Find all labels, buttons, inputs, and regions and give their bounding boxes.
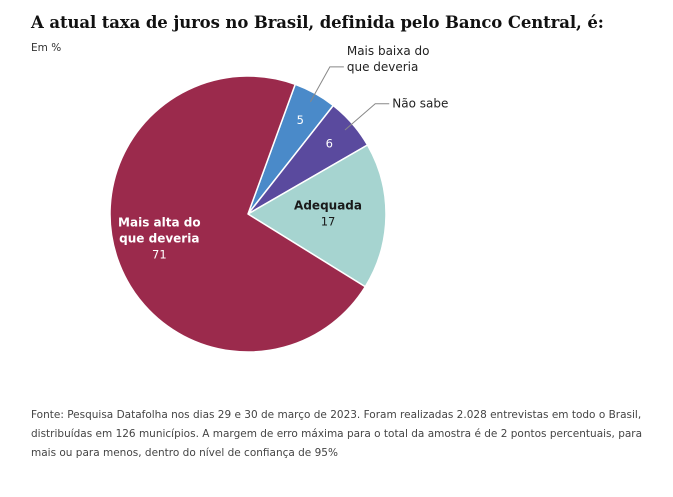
source-note: Fonte: Pesquisa Datafolha nos dias 29 e … bbox=[31, 409, 643, 459]
pie-slice-mais-alta-do-que-deveria bbox=[109, 75, 367, 353]
slice-label-adequada: Adequada bbox=[294, 198, 362, 212]
slice-value-nao-sabe: 6 bbox=[326, 137, 333, 151]
pie-slice-adequada bbox=[247, 144, 387, 288]
chart-unit-label: Em % bbox=[31, 42, 62, 54]
slice-label-mais-alta-do-que-deveria: Mais alta do bbox=[118, 216, 201, 230]
slice-label-mais-baixa-do-que-deveria: Mais baixa do bbox=[347, 44, 430, 58]
slice-value-mais-baixa-do-que-deveria: 5 bbox=[297, 113, 304, 127]
slice-value-adequada: 17 bbox=[321, 214, 336, 228]
leader-line-mais-baixa-do-que-deveria bbox=[309, 66, 344, 103]
slice-label-mais-baixa-do-que-deveria-line2: que deveria bbox=[347, 60, 419, 74]
pie-chart: 5 Mais baixa do que deveria 6 Não sabe Adequa… bbox=[109, 44, 448, 353]
leader-line-nao-sabe bbox=[344, 103, 390, 131]
slice-value-mais-alta-do-que-deveria: 71 bbox=[152, 248, 167, 262]
slice-label-nao-sabe: Não sabe bbox=[392, 97, 448, 111]
slice-label-mais-alta-do-que-deveria-line2: que deveria bbox=[119, 232, 199, 246]
chart-title: A atual taxa de juros no Brasil, definid… bbox=[31, 13, 604, 32]
